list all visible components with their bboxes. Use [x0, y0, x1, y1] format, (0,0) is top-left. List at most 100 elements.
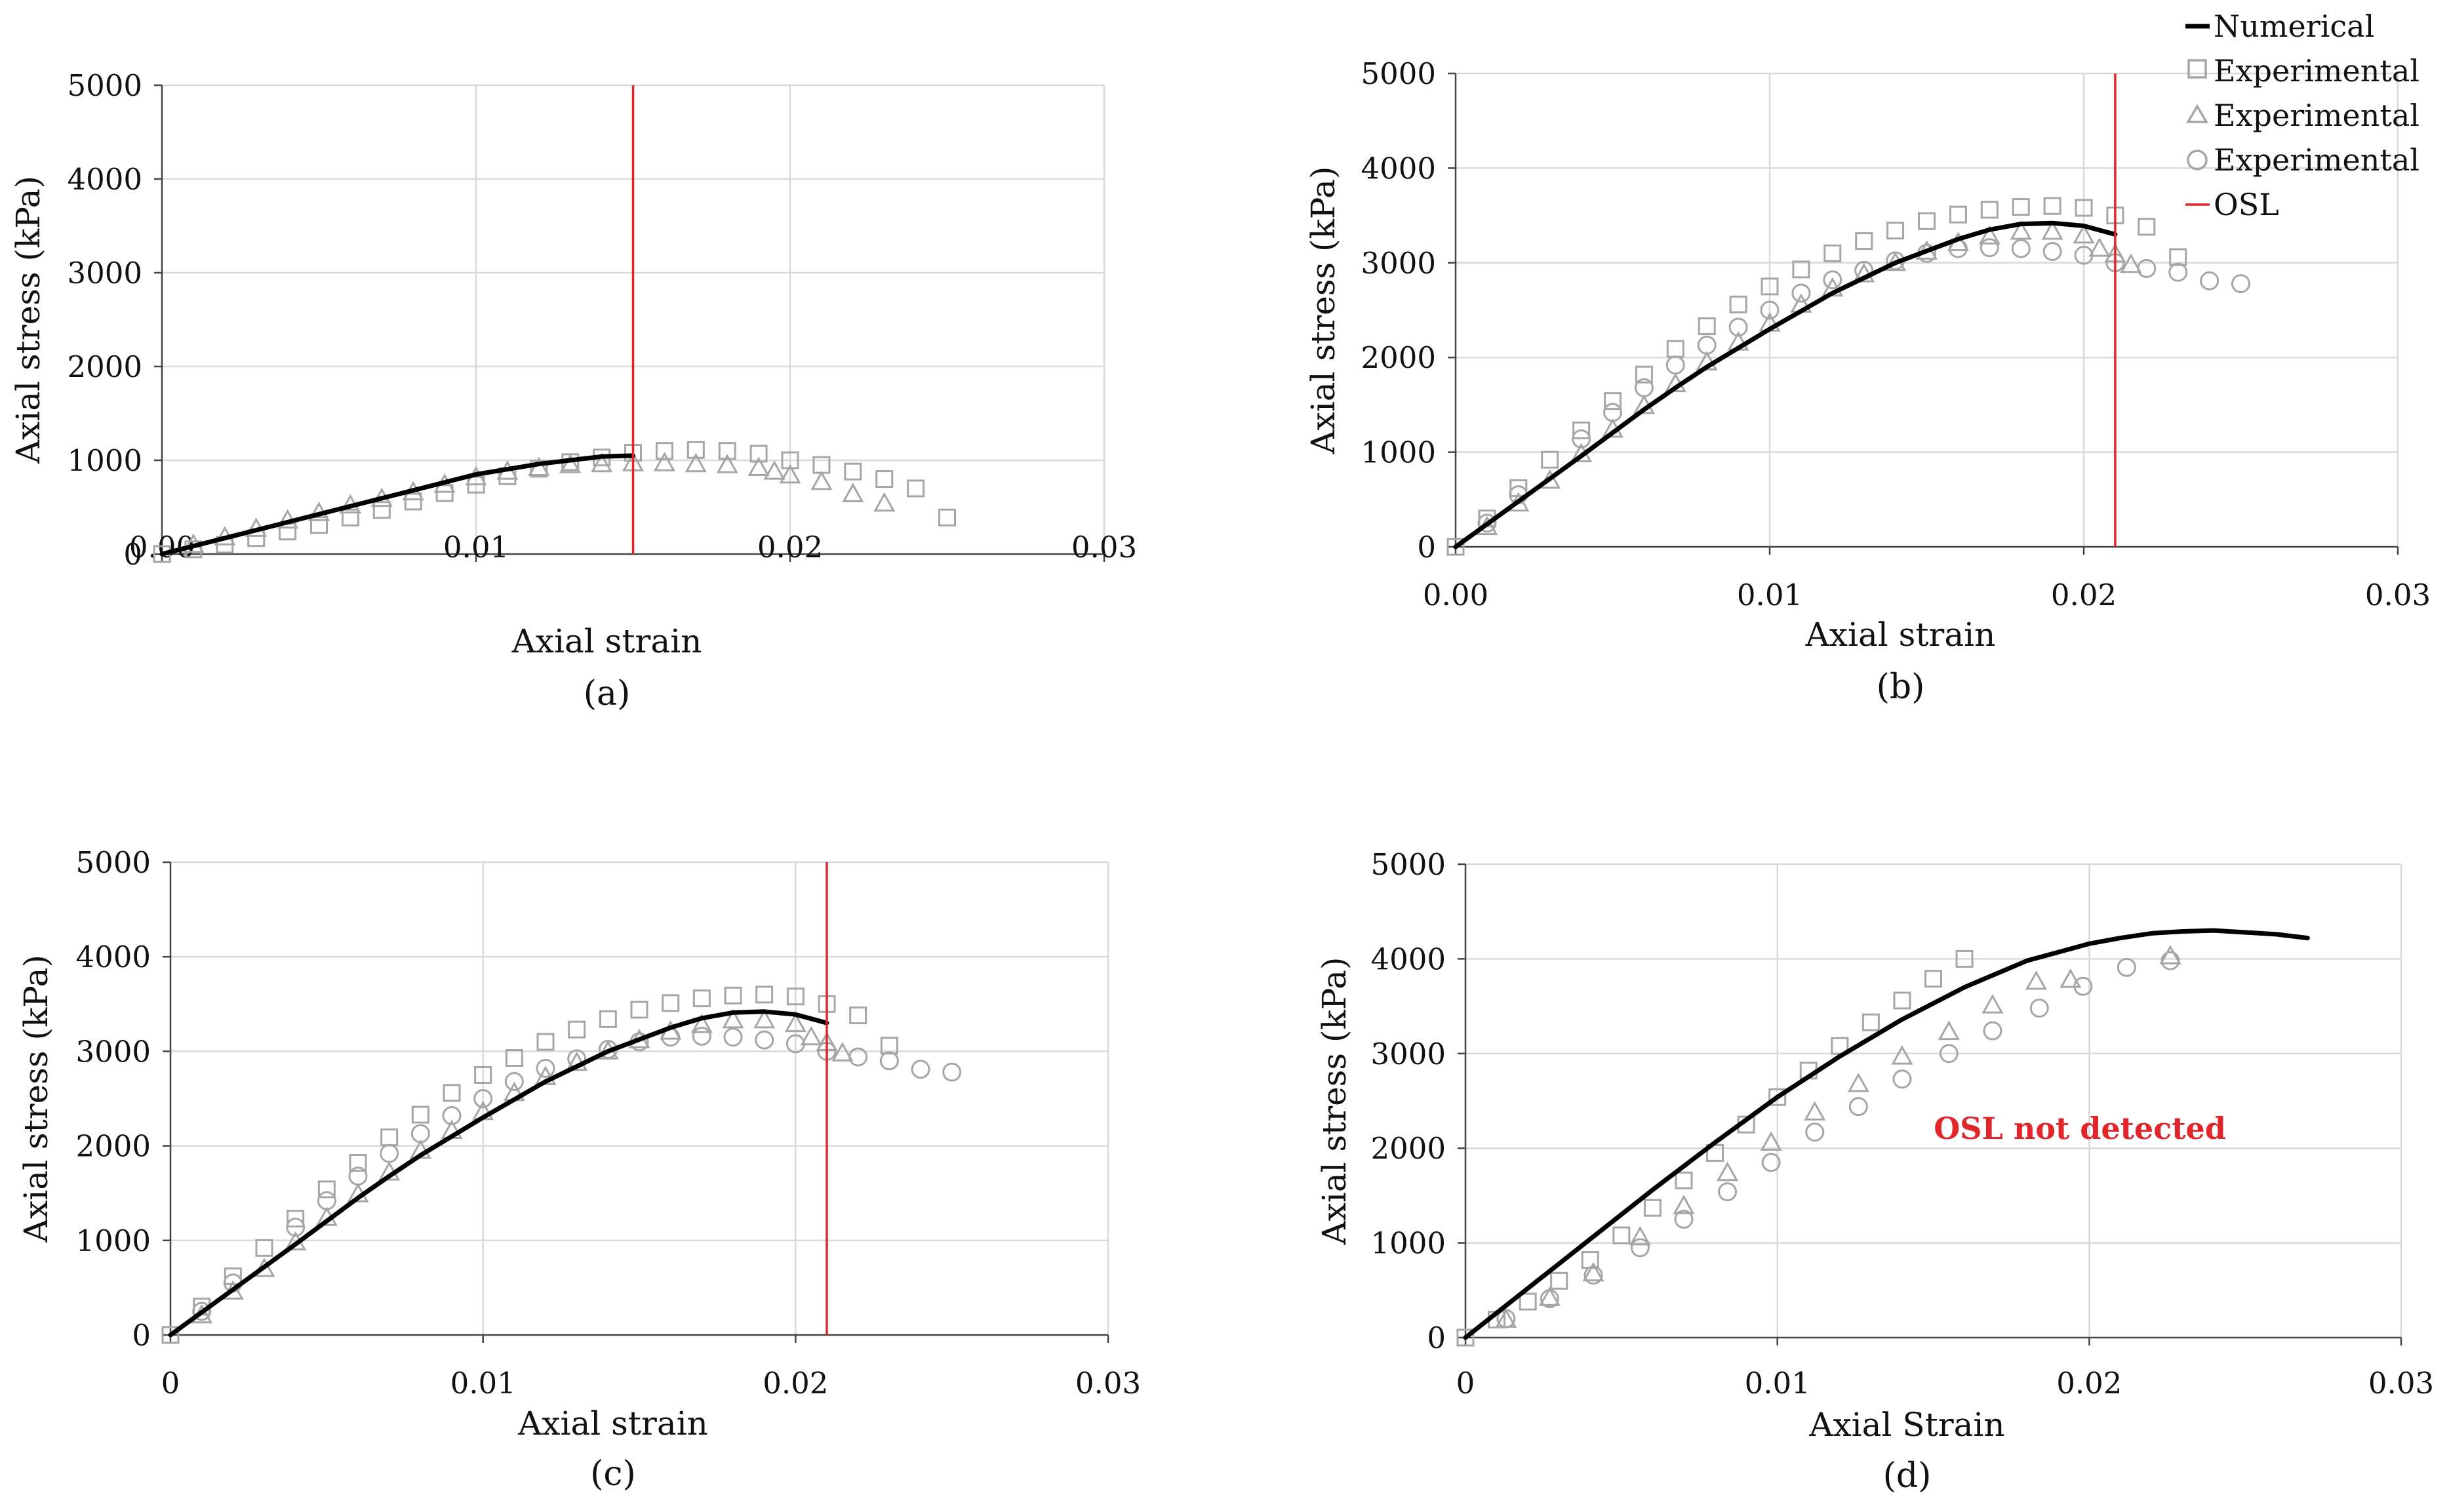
experimental-circle-point: [1760, 300, 1780, 320]
experimental-square-point: [1924, 970, 1942, 988]
experimental-square-point: [1823, 244, 1842, 262]
experimental-square-point: [2043, 197, 2061, 215]
experimental-circle-point: [1496, 1309, 1516, 1328]
experimental-triangle-point: [2073, 224, 2095, 244]
y-tick-label: 3000: [1370, 1037, 1446, 1071]
y-tick-label: 2000: [75, 1129, 151, 1164]
y-tick-label: 4000: [75, 940, 151, 974]
experimental-triangle-point: [1804, 1101, 1826, 1121]
x-tick-label: 0.03: [2368, 1366, 2434, 1401]
experimental-square-point: [692, 989, 711, 1008]
experimental-square-point: [718, 442, 736, 460]
experimental-circle-point: [1630, 1238, 1650, 1258]
experimental-triangle-point: [591, 452, 613, 473]
experimental-circle-point: [536, 1058, 555, 1078]
panel-caption: (c): [590, 1454, 636, 1494]
experimental-square-point: [1572, 421, 1591, 439]
experimental-square-point: [2138, 218, 2156, 236]
experimental-circle-point: [692, 1026, 711, 1046]
experimental-square-point: [1612, 1226, 1631, 1244]
experimental-square-point: [474, 1065, 492, 1084]
experimental-triangle-point: [2088, 237, 2111, 257]
x-tick-label: 0.03: [1075, 1366, 1141, 1401]
experimental-circle-point: [1583, 1265, 1603, 1285]
experimental-square-point: [907, 479, 925, 498]
experimental-square-point: [1855, 232, 1873, 250]
experimental-triangle-point: [779, 464, 801, 484]
experimental-circle-point: [1983, 1021, 2002, 1041]
y-tick-label: 5000: [67, 68, 142, 103]
y-tick-label: 3000: [67, 256, 142, 290]
x-axis-label: Axial strain: [517, 1404, 708, 1442]
experimental-square-point: [536, 1033, 555, 1051]
experimental-square-point: [662, 994, 680, 1012]
experimental-triangle-point: [763, 460, 786, 480]
experimental-square-point: [341, 508, 359, 527]
experimental-triangle-point: [2025, 970, 2048, 990]
y-tick-label: 1000: [67, 443, 142, 478]
experimental-circle-point: [1665, 355, 1685, 375]
experimental-triangle-point: [1847, 1072, 1869, 1092]
legend-osl-label: OSL: [2214, 187, 2279, 222]
x-tick-label: 0: [1456, 1366, 1475, 1401]
x-tick-label: 0.02: [763, 1366, 828, 1401]
experimental-square-point: [1519, 1292, 1537, 1311]
x-tick-label: 0.01: [450, 1366, 516, 1401]
experimental-circle-point: [1603, 403, 1622, 422]
experimental-square-point: [781, 451, 799, 469]
experimental-square-point: [161, 1326, 180, 1344]
experimental-circle-point: [1718, 1182, 1738, 1202]
y-tick-label: 5000: [1361, 56, 1436, 91]
experimental-square-point: [938, 508, 956, 527]
experimental-square-point: [310, 516, 328, 534]
y-tick-label: 1000: [1361, 435, 1436, 470]
experimental-circle-point: [1572, 429, 1591, 448]
experimental-circle-point: [1980, 238, 1999, 258]
x-axis-label: Axial strain: [511, 622, 702, 660]
experimental-triangle-point: [2060, 968, 2082, 988]
x-axis-label: Axial strain: [1805, 616, 1996, 654]
legend-experimental-square-label: Experimental: [2214, 53, 2419, 89]
x-tick-label: 0.01: [1745, 1366, 1810, 1401]
experimental-square-point: [599, 1010, 617, 1028]
experimental-circle-point: [1848, 1097, 1868, 1117]
y-tick-label: 2000: [67, 349, 142, 384]
legend-numerical-label: Numerical: [2214, 9, 2374, 44]
experimental-circle-point: [473, 1089, 493, 1108]
experimental-triangle-point: [559, 454, 582, 473]
experimental-square-point: [1761, 277, 1779, 296]
x-tick-label: 0.03: [1071, 530, 1137, 565]
experimental-square-point: [372, 501, 391, 519]
experimental-triangle-point: [747, 456, 770, 476]
experimental-triangle-point: [1981, 994, 2004, 1014]
numerical-line: [1463, 928, 2310, 1340]
experimental-circle-point: [317, 1191, 336, 1210]
experimental-circle-point: [348, 1166, 368, 1186]
panel-caption: (a): [584, 674, 631, 713]
y-axis-label: Axial stress (kPa): [17, 955, 55, 1243]
legend-experimental-triangle-label: Experimental: [2214, 98, 2419, 133]
experimental-triangle-point: [716, 454, 738, 473]
experimental-circle-point: [1728, 317, 1748, 337]
experimental-circle-point: [2073, 976, 2093, 996]
experimental-triangle-point: [690, 1013, 713, 1033]
experimental-square-point: [1955, 949, 1974, 968]
y-tick-label: 0: [1427, 1321, 1446, 1355]
experimental-square-point: [279, 523, 297, 541]
experimental-square-point: [505, 1048, 523, 1067]
experimental-square-point: [875, 470, 894, 488]
experimental-square-point: [786, 987, 805, 1006]
y-tick-label: 0: [1417, 530, 1436, 565]
experimental-square-point: [1792, 260, 1810, 279]
experimental-square-point: [849, 1006, 867, 1025]
experimental-triangle-point: [810, 470, 833, 490]
experimental-circle-point: [410, 1124, 430, 1144]
experimental-circle-point: [1674, 1210, 1694, 1229]
experimental-circle-point: [1540, 1289, 1559, 1309]
experimental-triangle-point: [800, 1025, 822, 1046]
y-tick-label: 3000: [75, 1034, 151, 1069]
y-axis-label: Axial stress (kPa): [9, 176, 47, 464]
experimental-square-point: [1729, 295, 1747, 313]
y-tick-label: 1000: [1370, 1226, 1446, 1261]
experimental-circle-point: [848, 1047, 868, 1067]
